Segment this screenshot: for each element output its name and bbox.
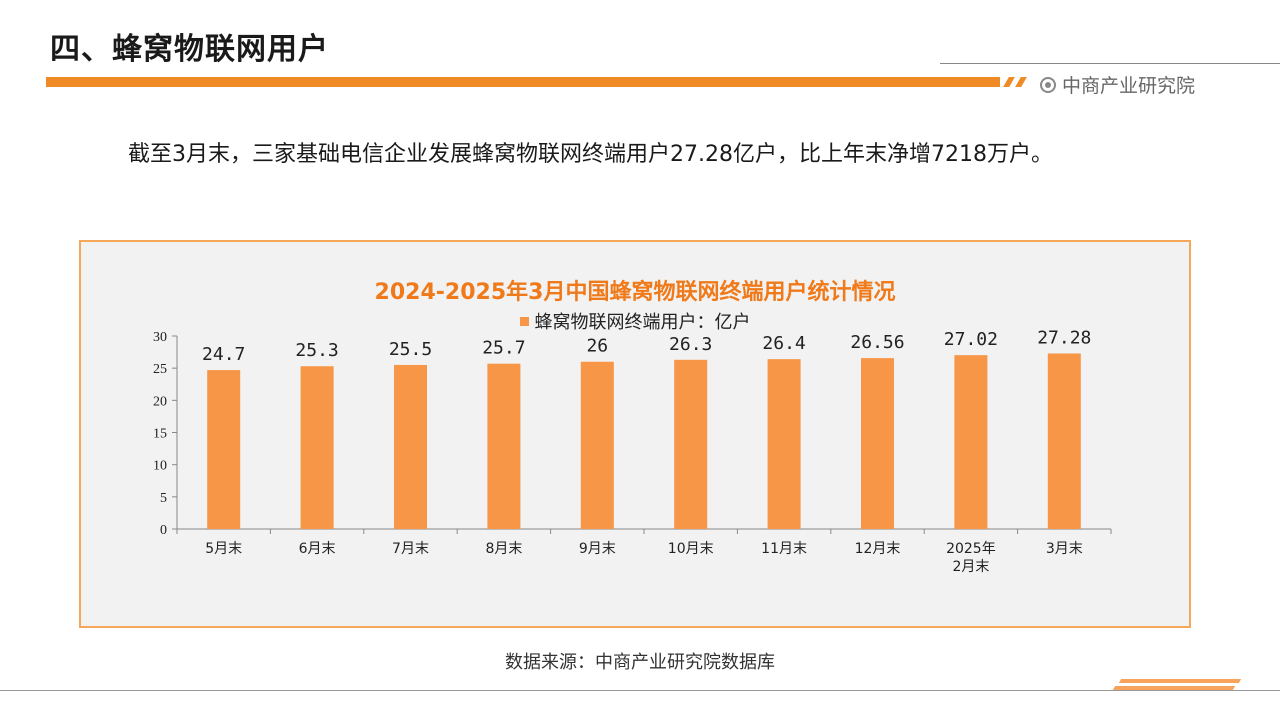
x-category-label: 9月末 — [579, 541, 616, 557]
header-divider — [940, 63, 1280, 64]
bar-data-label: 26 — [586, 336, 608, 357]
y-tick-label: 10 — [153, 459, 167, 474]
bar-data-label: 26.56 — [850, 332, 904, 353]
x-category-label: 3月末 — [1046, 541, 1083, 557]
chart-title: 2024-2025年3月中国蜂窝物联网终端用户统计情况 — [374, 280, 896, 305]
footer-divider — [0, 690, 1280, 691]
x-category-label: 11月末 — [761, 541, 807, 557]
y-tick-label: 0 — [160, 523, 167, 538]
bar — [394, 364, 427, 529]
bar-data-label: 27.28 — [1037, 327, 1091, 348]
x-category-label: 2025年 — [946, 541, 996, 557]
y-tick-label: 30 — [153, 330, 167, 345]
chart-legend: 蜂窝物联网终端用户：亿户 — [81, 308, 1189, 334]
brand: 中商产业研究院 — [1040, 71, 1195, 98]
bar — [1047, 353, 1081, 529]
legend-swatch — [519, 316, 529, 326]
header-accent-bar — [46, 77, 1000, 87]
bar — [861, 358, 894, 529]
bar — [954, 355, 988, 529]
source-note: 数据来源：中商产业研究院数据库 — [505, 652, 775, 673]
bar — [300, 366, 334, 529]
bar — [674, 359, 708, 529]
x-category-label: 7月末 — [392, 541, 429, 557]
summary-text: 截至3月末，三家基础电信企业发展蜂窝物联网终端用户27.28亿户，比上年末净增7… — [128, 142, 1053, 167]
brand-circle-icon — [1040, 76, 1056, 93]
x-category-label: 5月末 — [205, 541, 242, 557]
y-tick-label: 20 — [153, 394, 167, 409]
page-title: 四、蜂窝物联网用户 — [50, 32, 329, 67]
y-tick-label: 5 — [160, 491, 167, 506]
bar-data-label: 25.3 — [295, 340, 338, 361]
header-stripes — [1000, 77, 1040, 87]
bar-data-label: 27.02 — [944, 329, 998, 350]
x-category-label: 6月末 — [299, 541, 336, 557]
bar-chart: 0 5 10 15 20 25 30 24.7 5月末 25.3 6月末 25.5 7月末 25.7 8月末… — [153, 327, 1112, 575]
bar-data-label: 26.4 — [762, 333, 805, 354]
bar-data-label: 26.3 — [669, 334, 712, 355]
bar — [580, 361, 614, 529]
chart-panel: 2024-2025年3月中国蜂窝物联网终端用户统计情况 蜂窝物联网终端用户：亿户… — [79, 240, 1191, 628]
bar — [487, 363, 521, 529]
y-tick-label: 25 — [153, 362, 167, 377]
bar — [207, 370, 241, 529]
brand-label: 中商产业研究院 — [1062, 75, 1196, 97]
x-category-label: 8月末 — [485, 541, 522, 557]
x-category-label: 10月末 — [668, 541, 714, 557]
bar-data-label: 25.5 — [389, 339, 432, 360]
bar-data-label: 25.7 — [482, 338, 525, 359]
bar — [767, 359, 801, 529]
footer-stripes — [1110, 679, 1250, 693]
bar-data-label: 24.7 — [202, 344, 245, 365]
legend-label: 蜂窝物联网终端用户：亿户 — [534, 312, 751, 333]
y-tick-label: 15 — [153, 427, 167, 442]
x-category-label: 12月末 — [855, 541, 901, 557]
x-category-label: 2月末 — [952, 559, 989, 575]
